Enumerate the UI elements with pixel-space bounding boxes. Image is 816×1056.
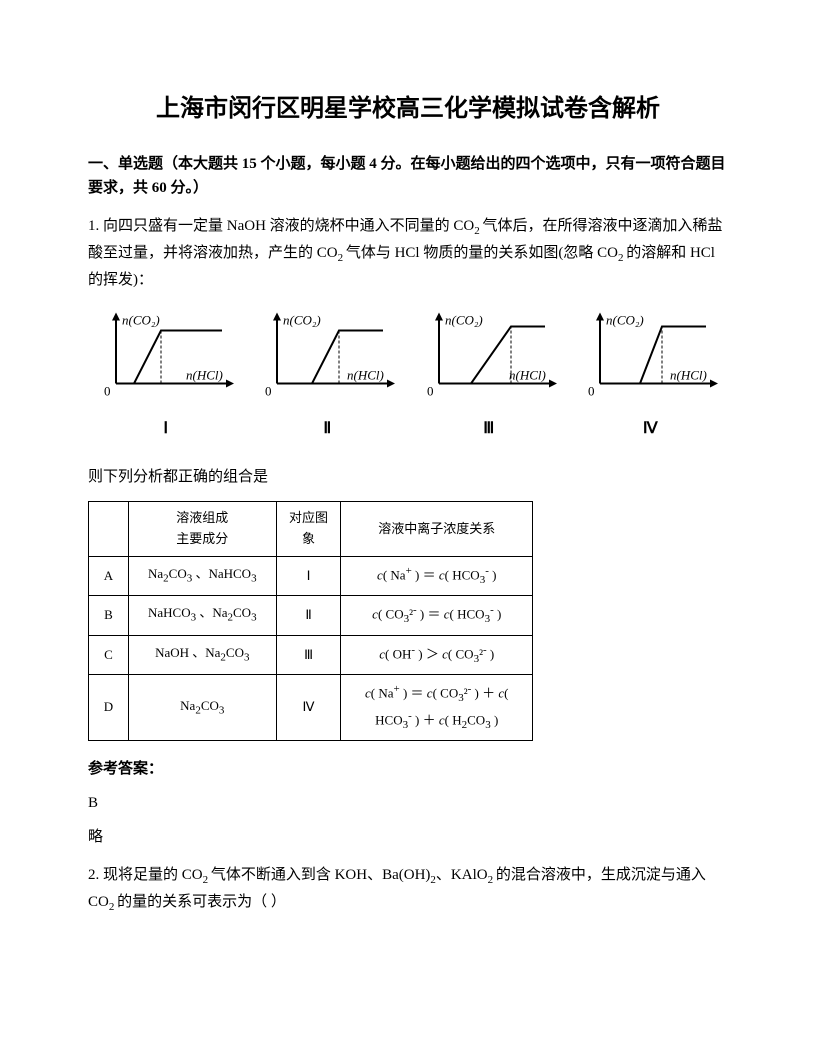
q2-text-a: 现将足量的 CO — [103, 867, 203, 883]
graph-label-4: Ⅳ — [573, 416, 729, 442]
graph-2: n(CO₂) n(HCl) 0 Ⅱ — [250, 306, 406, 442]
opt-cell: D — [89, 675, 129, 741]
section-header: 一、单选题（本大题共 15 个小题，每小题 4 分。在每小题给出的四个选项中，只… — [88, 152, 728, 200]
svg-text:n(CO₂): n(CO₂) — [283, 312, 321, 327]
fig-cell: Ⅲ — [276, 635, 341, 675]
graph-3: n(CO₂) n(HCl) 0 Ⅲ — [411, 306, 567, 442]
comp-cell: NaHCO3 、Na2CO3 — [128, 596, 276, 636]
comp-cell: NaOH 、Na2CO3 — [128, 635, 276, 675]
graph-label-3: Ⅲ — [411, 416, 567, 442]
q1-text-a: 向四只盛有一定量 NaOH 溶液的烧杯中通入不同量的 CO — [103, 218, 474, 234]
svg-text:n(HCl): n(HCl) — [670, 367, 707, 382]
svg-text:0: 0 — [588, 383, 595, 398]
question-1: 1. 向四只盛有一定量 NaOH 溶液的烧杯中通入不同量的 CO2 气体后，在所… — [88, 214, 728, 291]
svg-text:n(CO₂): n(CO₂) — [122, 312, 160, 327]
q2-text-b: 气体不断通入到含 KOH、Ba(OH) — [211, 867, 431, 883]
answer-omit: 略 — [88, 825, 728, 849]
table-header — [89, 502, 129, 557]
opt-cell: B — [89, 596, 129, 636]
svg-text:n(HCl): n(HCl) — [186, 367, 223, 382]
svg-text:0: 0 — [104, 383, 111, 398]
answer-value: B — [88, 791, 728, 815]
svg-text:n(HCl): n(HCl) — [509, 367, 546, 382]
q2-sub1: 2 — [203, 874, 211, 886]
rel-cell: c( Na+ ) ＝ c( CO3²- ) ＋ c( HCO3- ) ＋ c( … — [341, 675, 533, 741]
rel-cell: c( OH- ) ＞ c( CO3²- ) — [341, 635, 533, 675]
svg-text:0: 0 — [265, 383, 272, 398]
graph-1: n(CO₂) n(HCl) 0 Ⅰ — [88, 306, 244, 442]
table-row: ANa2CO3 、NaHCO3Ⅰc( Na+ ) ＝ c( HCO3- ) — [89, 556, 533, 596]
opt-cell: C — [89, 635, 129, 675]
table-header: 对应图象 — [276, 502, 341, 557]
svg-text:n(CO₂): n(CO₂) — [445, 312, 483, 327]
table-header: 溶液中离子浓度关系 — [341, 502, 533, 557]
table-header: 溶液组成主要成分 — [128, 502, 276, 557]
q1-sub1: 2 — [474, 225, 482, 237]
comp-cell: Na2CO3 — [128, 675, 276, 741]
q2-sub4: 2 — [109, 901, 117, 913]
table-row: CNaOH 、Na2CO3Ⅲc( OH- ) ＞ c( CO3²- ) — [89, 635, 533, 675]
graphs-row: n(CO₂) n(HCl) 0 Ⅰ n(CO₂) n(HCl) 0 Ⅱ n(CO… — [88, 306, 728, 442]
reference-answer-label: 参考答案： — [88, 757, 728, 781]
table-row: DNa2CO3Ⅳc( Na+ ) ＝ c( CO3²- ) ＋ c( HCO3-… — [89, 675, 533, 741]
fig-cell: Ⅳ — [276, 675, 341, 741]
svg-text:n(CO₂): n(CO₂) — [606, 312, 644, 327]
graph-4: n(CO₂) n(HCl) 0 Ⅳ — [573, 306, 729, 442]
comp-cell: Na2CO3 、NaHCO3 — [128, 556, 276, 596]
q1-sub2: 2 — [338, 252, 346, 264]
fig-cell: Ⅰ — [276, 556, 341, 596]
svg-text:n(HCl): n(HCl) — [347, 367, 384, 382]
q2-text-c: 、KAlO — [436, 867, 488, 883]
q1-text-c: 气体与 HCl 物质的量的关系如图(忽略 CO — [346, 245, 618, 261]
page-title: 上海市闵行区明星学校高三化学模拟试卷含解析 — [88, 90, 728, 128]
q2-sub3: 2 — [488, 874, 496, 886]
graph-label-1: Ⅰ — [88, 416, 244, 442]
rel-cell: c( Na+ ) ＝ c( HCO3- ) — [341, 556, 533, 596]
fig-cell: Ⅱ — [276, 596, 341, 636]
q2-num: 2. — [88, 867, 103, 883]
svg-text:0: 0 — [427, 383, 434, 398]
statement: 则下列分析都正确的组合是 — [88, 465, 728, 489]
table-row: BNaHCO3 、Na2CO3Ⅱc( CO3²- ) ＝ c( HCO3- ) — [89, 596, 533, 636]
q1-num: 1. — [88, 218, 103, 234]
answer-table: 溶液组成主要成分对应图象溶液中离子浓度关系ANa2CO3 、NaHCO3Ⅰc( … — [88, 501, 533, 741]
q2-text-e: 的量的关系可表示为（ ） — [117, 894, 286, 910]
opt-cell: A — [89, 556, 129, 596]
rel-cell: c( CO3²- ) ＝ c( HCO3- ) — [341, 596, 533, 636]
q1-sub3: 2 — [618, 252, 626, 264]
graph-label-2: Ⅱ — [250, 416, 406, 442]
question-2: 2. 现将足量的 CO2 气体不断通入到含 KOH、Ba(OH)2、KAlO2 … — [88, 863, 728, 916]
